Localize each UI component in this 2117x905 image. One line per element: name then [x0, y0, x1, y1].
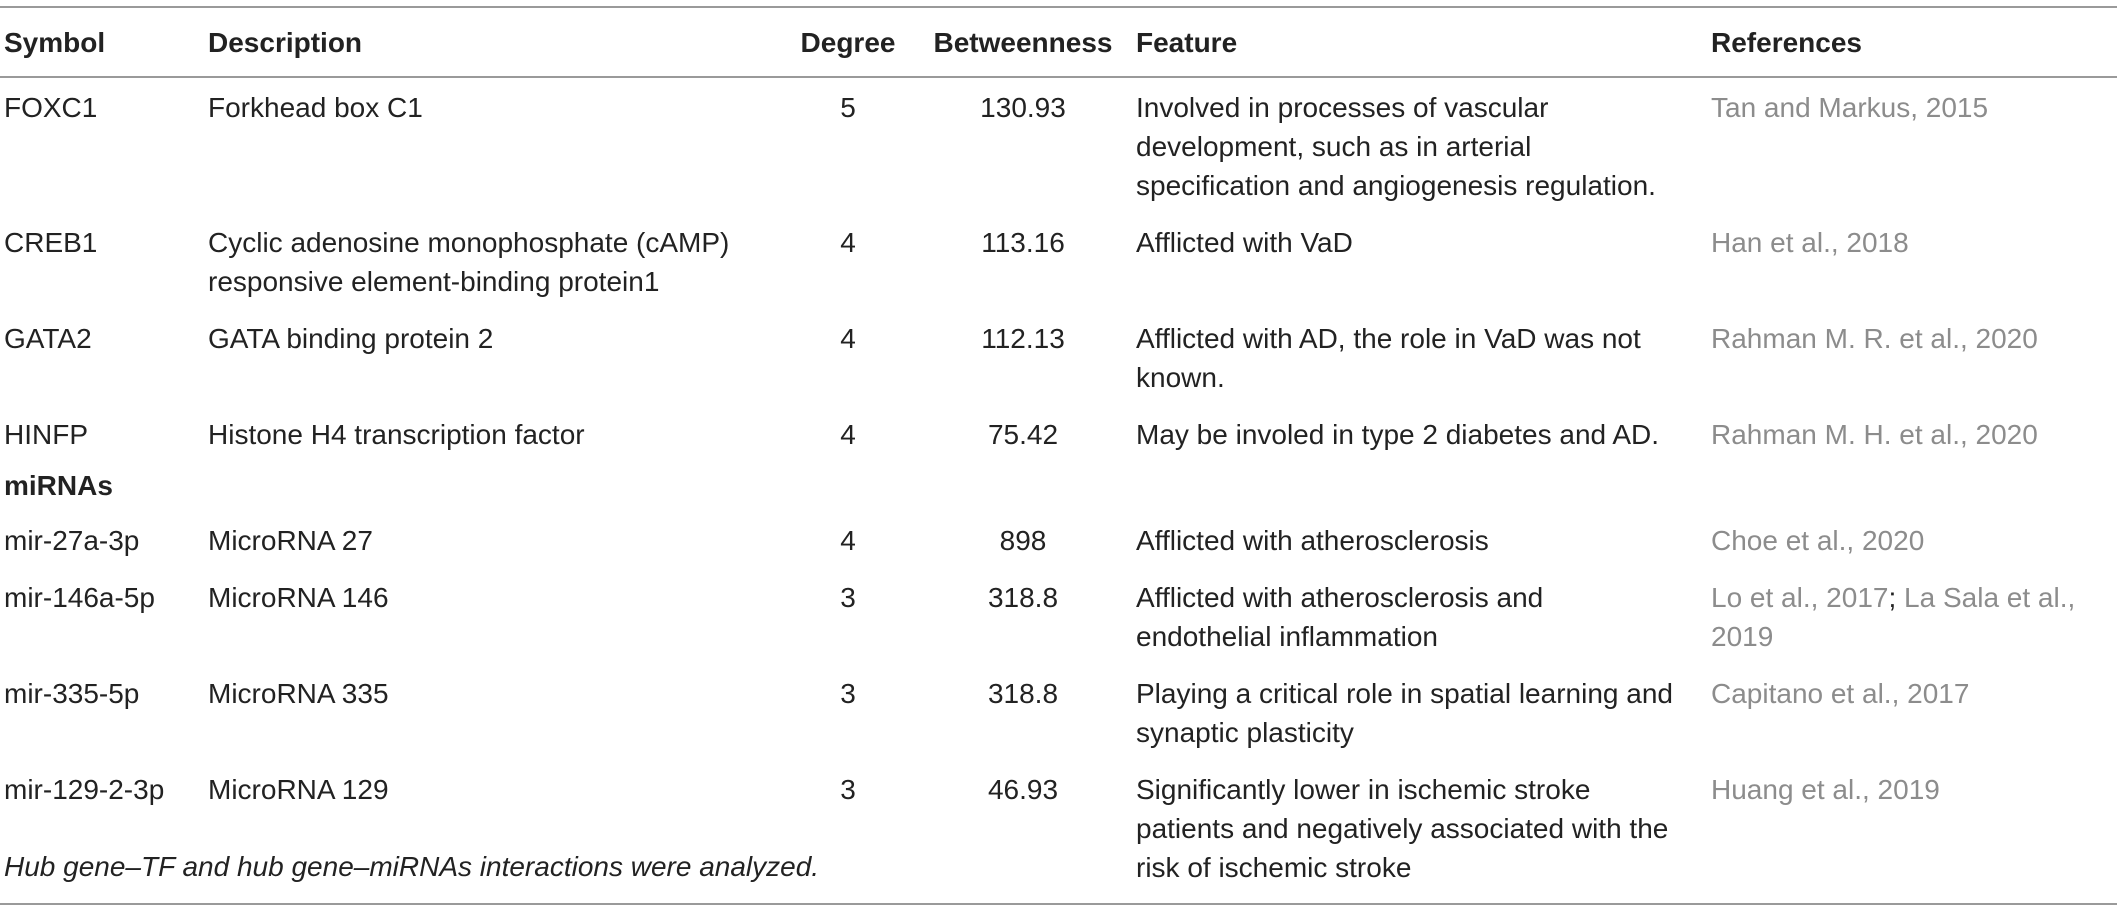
- hub-gene-table: Symbol Description Degree Betweenness Fe…: [0, 6, 2117, 905]
- description-line: responsive element-binding protein1: [208, 266, 660, 297]
- table-row: FOXC1 Forkhead box C1 5 130.93 Involved …: [0, 77, 2117, 213]
- reference-link[interactable]: Rahman M. H. et al., 2020: [1711, 419, 2038, 450]
- header-description: Description: [208, 26, 363, 58]
- cell-degree: 3: [840, 678, 856, 709]
- cell-description: Forkhead box C1: [208, 92, 423, 123]
- cell-betweenness: 112.13: [981, 323, 1065, 354]
- cell-symbol: mir-129-2-3p: [4, 774, 165, 805]
- cell-description: Cyclic adenosine monophosphate (cAMP) re…: [208, 213, 786, 309]
- cell-description: GATA binding protein 2: [208, 323, 494, 354]
- reference-link[interactable]: Lo et al., 2017: [1711, 582, 1889, 613]
- header-betweenness: Betweenness: [933, 26, 1113, 58]
- cell-description: MicroRNA 335: [208, 678, 389, 709]
- table-header-row: Symbol Description Degree Betweenness Fe…: [0, 7, 2117, 77]
- cell-references: Tan and Markus, 2015: [1711, 77, 2117, 213]
- reference-link[interactable]: Huang et al., 2019: [1711, 774, 1940, 805]
- feature-line: Afflicted with VaD: [1136, 227, 1353, 258]
- table-row: HINFP Histone H4 transcription factor 4 …: [0, 405, 2117, 462]
- reference-separator: ;: [1888, 582, 1897, 613]
- section-label-mirnas: miRNAs: [4, 470, 113, 501]
- cell-description: MicroRNA 27: [208, 525, 373, 556]
- feature-line: May be involed in type 2 diabetes and AD…: [1136, 419, 1660, 450]
- feature-line: Significantly lower in ischemic stroke: [1136, 774, 1591, 805]
- feature-line: risk of ischemic stroke: [1136, 852, 1412, 883]
- header-feature: Feature: [1136, 26, 1238, 58]
- cell-references: Rahman M. R. et al., 2020: [1711, 309, 2117, 405]
- cell-degree: 4: [840, 419, 856, 450]
- cell-betweenness: 113.16: [981, 227, 1065, 258]
- table-row: mir-146a-5p MicroRNA 146 3 318.8 Afflict…: [0, 568, 2117, 664]
- cell-references: Capitano et al., 2017: [1711, 664, 2117, 760]
- feature-line: Afflicted with atherosclerosis: [1136, 525, 1489, 556]
- cell-symbol: mir-27a-3p: [4, 525, 140, 556]
- cell-betweenness: 898: [999, 525, 1047, 556]
- reference-link[interactable]: Tan and Markus, 2015: [1711, 92, 1989, 123]
- cell-betweenness: 318.8: [987, 678, 1059, 709]
- cell-degree: 5: [840, 92, 856, 123]
- cell-symbol: GATA2: [4, 323, 92, 354]
- cell-symbol: mir-146a-5p: [4, 582, 155, 613]
- table-row: CREB1 Cyclic adenosine monophosphate (cA…: [0, 213, 2117, 309]
- header-symbol: Symbol: [4, 26, 106, 58]
- table-row: mir-129-2-3p MicroRNA 129 3 46.93 Signif…: [0, 760, 2117, 904]
- feature-line: synaptic plasticity: [1136, 717, 1354, 748]
- table-row: GATA2 GATA binding protein 2 4 112.13 Af…: [0, 309, 2117, 405]
- feature-line: Afflicted with atherosclerosis and: [1136, 582, 1544, 613]
- cell-degree: 4: [840, 323, 856, 354]
- feature-line: Playing a critical role in spatial learn…: [1136, 678, 1673, 709]
- reference-link[interactable]: Han et al., 2018: [1711, 227, 1909, 258]
- reference-link[interactable]: 2019: [1711, 621, 1774, 652]
- cell-references: Han et al., 2018: [1711, 213, 2117, 309]
- section-row: miRNAs: [0, 462, 2117, 511]
- description-line: Cyclic adenosine monophosphate (cAMP): [208, 227, 730, 258]
- cell-feature: May be involed in type 2 diabetes and AD…: [1136, 405, 1711, 462]
- cell-symbol: CREB1: [4, 227, 98, 258]
- cell-degree: 4: [840, 227, 856, 258]
- reference-link[interactable]: Rahman M. R. et al., 2020: [1711, 323, 2038, 354]
- table-footnote: Hub gene–TF and hub gene–miRNAs interact…: [4, 851, 820, 882]
- cell-references: Choe et al., 2020: [1711, 511, 2117, 568]
- table-row: mir-335-5p MicroRNA 335 3 318.8 Playing …: [0, 664, 2117, 760]
- feature-line: Afflicted with AD, the role in VaD was n…: [1136, 323, 1641, 354]
- cell-description: Histone H4 transcription factor: [208, 419, 585, 450]
- cell-feature: Involved in processes of vascular develo…: [1136, 77, 1711, 213]
- cell-betweenness: 75.42: [987, 419, 1059, 450]
- feature-line: endothelial inflammation: [1136, 621, 1438, 652]
- cell-degree: 3: [840, 582, 856, 613]
- table-row: mir-27a-3p MicroRNA 27 4 898 Afflicted w…: [0, 511, 2117, 568]
- cell-degree: 3: [840, 774, 856, 805]
- header-references: References: [1711, 26, 1862, 58]
- cell-feature: Playing a critical role in spatial learn…: [1136, 664, 1711, 760]
- reference-link[interactable]: Capitano et al., 2017: [1711, 678, 1970, 709]
- cell-references: Rahman M. H. et al., 2020: [1711, 405, 2117, 462]
- reference-link[interactable]: La Sala et al.,: [1904, 582, 2076, 613]
- cell-betweenness: 130.93: [980, 92, 1066, 123]
- cell-description: MicroRNA 129: [208, 774, 389, 805]
- cell-feature: Significantly lower in ischemic stroke p…: [1136, 760, 1711, 904]
- cell-betweenness: 46.93: [987, 774, 1059, 805]
- cell-feature: Afflicted with VaD: [1136, 213, 1711, 309]
- cell-betweenness: 318.8: [987, 582, 1059, 613]
- cell-feature: Afflicted with AD, the role in VaD was n…: [1136, 309, 1711, 405]
- feature-line: Involved in processes of vascular: [1136, 92, 1549, 123]
- cell-references: Huang et al., 2019: [1711, 760, 2117, 904]
- cell-feature: Afflicted with atherosclerosis: [1136, 511, 1711, 568]
- cell-symbol: FOXC1: [4, 92, 98, 123]
- section-spacer: [208, 462, 2117, 511]
- cell-feature: Afflicted with atherosclerosis and endot…: [1136, 568, 1711, 664]
- reference-link[interactable]: Choe et al., 2020: [1711, 525, 1925, 556]
- feature-line: specification and angiogenesis regulatio…: [1136, 170, 1656, 201]
- cell-degree: 4: [840, 525, 856, 556]
- header-degree: Degree: [800, 26, 896, 58]
- feature-line: known.: [1136, 362, 1225, 393]
- cell-references: Lo et al., 2017; La Sala et al., 2019: [1711, 568, 2117, 664]
- feature-line: patients and negatively associated with …: [1136, 813, 1669, 844]
- cell-symbol: mir-335-5p: [4, 678, 140, 709]
- feature-line: development, such as in arterial: [1136, 131, 1532, 162]
- cell-symbol: HINFP: [4, 419, 88, 450]
- cell-description: MicroRNA 146: [208, 582, 389, 613]
